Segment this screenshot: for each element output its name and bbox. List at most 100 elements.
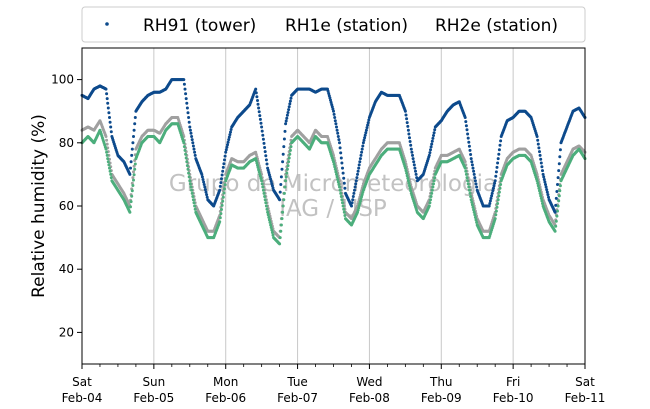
data-point — [107, 163, 111, 167]
data-point — [182, 82, 186, 86]
data-point — [407, 132, 411, 136]
data-point — [536, 181, 540, 185]
x-tick-label-date: Feb-10 — [493, 391, 534, 405]
data-point — [203, 185, 207, 189]
data-point — [493, 217, 497, 221]
data-point — [104, 87, 108, 91]
data-point — [350, 201, 354, 205]
data-point — [129, 200, 133, 204]
data-point — [336, 131, 340, 135]
data-point — [429, 198, 432, 202]
data-point — [288, 152, 292, 156]
data-point — [287, 105, 291, 109]
data-point — [357, 166, 361, 170]
data-point — [494, 209, 498, 213]
x-tick-label-date: Feb-08 — [349, 391, 390, 405]
data-point — [555, 214, 559, 218]
data-point — [106, 160, 110, 164]
data-point — [261, 133, 265, 137]
data-point — [192, 147, 196, 151]
data-point — [132, 135, 135, 138]
data-point — [466, 136, 470, 140]
data-point — [260, 179, 264, 183]
data-point — [553, 229, 557, 233]
data-point — [184, 156, 188, 160]
data-point — [431, 136, 435, 140]
data-point — [342, 181, 346, 185]
data-point — [475, 185, 479, 189]
data-point — [469, 157, 473, 161]
data-point — [429, 145, 433, 149]
data-point — [538, 191, 542, 195]
data-point — [489, 196, 493, 200]
data-point — [403, 109, 407, 113]
data-point — [335, 128, 339, 132]
data-point — [108, 166, 111, 170]
data-point — [536, 142, 540, 146]
data-point — [553, 210, 557, 214]
data-point — [218, 188, 222, 192]
data-point — [222, 191, 226, 195]
data-point — [406, 176, 410, 180]
data-point — [263, 150, 267, 154]
data-point — [535, 135, 539, 138]
data-point — [261, 185, 265, 189]
data-point — [109, 176, 113, 180]
data-point — [339, 191, 343, 195]
data-point — [472, 172, 476, 176]
data-point — [289, 96, 293, 100]
data-point — [223, 183, 227, 187]
data-point — [186, 111, 190, 115]
data-point — [254, 87, 258, 91]
data-point — [335, 175, 339, 179]
data-point — [191, 141, 195, 145]
data-point — [498, 186, 502, 190]
data-point — [352, 191, 356, 195]
data-point — [257, 106, 261, 110]
data-point — [554, 196, 558, 200]
data-point — [131, 176, 135, 180]
data-point — [408, 186, 412, 190]
data-point — [218, 216, 222, 220]
data-point — [267, 215, 271, 219]
legend-label-rh1e: RH1e (station) — [285, 16, 408, 36]
data-point — [474, 218, 478, 222]
data-point — [470, 203, 474, 207]
data-point — [192, 201, 196, 205]
data-point — [465, 128, 469, 132]
data-point — [541, 172, 545, 176]
data-point — [487, 204, 491, 208]
data-point — [338, 188, 342, 192]
data-point — [285, 167, 289, 171]
data-point — [358, 160, 362, 164]
data-point — [357, 163, 361, 167]
x-tick-label-day: Thu — [429, 375, 453, 389]
data-point — [363, 136, 367, 140]
data-point — [558, 184, 562, 188]
data-point — [409, 143, 413, 147]
data-point — [184, 97, 188, 101]
data-point — [358, 199, 362, 203]
data-point — [537, 146, 541, 150]
data-point — [130, 147, 134, 151]
data-point — [130, 153, 134, 157]
data-point — [109, 130, 113, 134]
data-point — [473, 213, 477, 217]
data-point — [365, 126, 369, 130]
data-point — [535, 179, 539, 183]
data-point — [464, 169, 468, 173]
data-point — [498, 143, 502, 147]
data-point — [133, 116, 137, 119]
x-tick-label-day: Tue — [286, 375, 308, 389]
data-point — [356, 172, 359, 176]
data-point — [495, 165, 499, 169]
data-point — [220, 177, 223, 181]
data-point — [540, 199, 544, 203]
data-point — [471, 166, 475, 170]
data-point — [281, 204, 285, 208]
data-point — [185, 164, 189, 168]
data-point — [333, 165, 337, 169]
data-point — [554, 224, 558, 228]
data-point — [408, 140, 412, 143]
data-point — [108, 120, 112, 124]
